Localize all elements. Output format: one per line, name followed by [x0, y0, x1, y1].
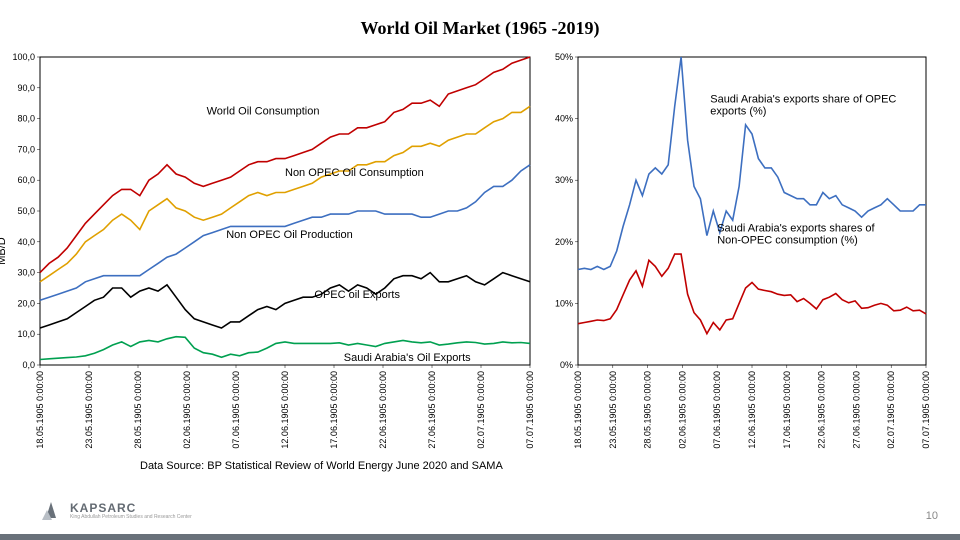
- charts-container: MB/D 0,0 10,0 20,0 30,0 40,0 50,0 60,0 70,0 80,0…: [0, 47, 960, 451]
- svg-text:27.06.1905 0:00:00: 27.06.1905 0:00:00: [427, 371, 437, 449]
- svg-text:70,0: 70,0: [17, 144, 35, 154]
- logo-subtext: King Abdullah Petroleum Studies and Rese…: [70, 515, 192, 521]
- svg-text:12.06.1905 0:00:00: 12.06.1905 0:00:00: [747, 371, 757, 449]
- svg-text:80,0: 80,0: [17, 114, 35, 124]
- left-chart-svg: 0,0 10,0 20,0 30,0 40,0 50,0 60,0 70,0 80,0 90,0 1…: [6, 51, 536, 451]
- svg-text:27.06.1905 0:00:00: 27.06.1905 0:00:00: [851, 371, 861, 449]
- svg-text:07.07.1905 0:00:00: 07.07.1905 0:00:00: [525, 371, 535, 449]
- svg-text:Non OPEC Oil Production: Non OPEC Oil Production: [226, 229, 353, 241]
- svg-text:22.06.1905 0:00:00: 22.06.1905 0:00:00: [817, 371, 827, 449]
- svg-text:Saudi Arabia's exports share o: Saudi Arabia's exports share of OPEC: [710, 93, 896, 105]
- svg-text:02.06.1905 0:00:00: 02.06.1905 0:00:00: [677, 371, 687, 449]
- svg-text:17.06.1905 0:00:00: 17.06.1905 0:00:00: [329, 371, 339, 449]
- svg-text:OPEC oil Exports: OPEC oil Exports: [314, 289, 400, 301]
- logo-text: KAPSARC: [70, 501, 192, 515]
- svg-text:40,0: 40,0: [17, 237, 35, 247]
- svg-text:30,0: 30,0: [17, 268, 35, 278]
- svg-text:60,0: 60,0: [17, 175, 35, 185]
- page-title: World Oil Market (1965 -2019): [361, 18, 600, 38]
- svg-text:02.06.1905 0:00:00: 02.06.1905 0:00:00: [182, 371, 192, 449]
- logo-icon: [40, 500, 62, 522]
- svg-text:18.05.1905 0:00:00: 18.05.1905 0:00:00: [35, 371, 45, 449]
- logo: KAPSARC King Abdullah Petroleum Studies …: [40, 500, 192, 522]
- right-chart: 0% 10% 20% 30% 40% 50% 18.05.1905 0:00:00 23.05…: [548, 51, 932, 451]
- svg-text:10%: 10%: [555, 298, 573, 308]
- svg-text:exports (%): exports (%): [710, 105, 766, 117]
- title-row: World Oil Market (1965 -2019): [0, 0, 960, 47]
- svg-text:20,0: 20,0: [17, 298, 35, 308]
- data-source-label: Data Source: BP Statistical Review of Wo…: [140, 460, 503, 472]
- svg-text:30%: 30%: [555, 175, 573, 185]
- right-chart-svg: 0% 10% 20% 30% 40% 50% 18.05.1905 0:00:00 23.05…: [548, 51, 932, 451]
- svg-text:50%: 50%: [555, 52, 573, 62]
- svg-text:02.07.1905 0:00:00: 02.07.1905 0:00:00: [886, 371, 896, 449]
- left-chart: MB/D 0,010,020,030,040,050,060,070,080,0…: [6, 51, 536, 451]
- svg-text:100,0: 100,0: [12, 52, 35, 62]
- svg-text:Saudi Arabia's exports shares: Saudi Arabia's exports shares of: [717, 223, 875, 235]
- svg-text:World Oil Consumption: World Oil Consumption: [207, 106, 320, 118]
- svg-text:23.05.1905 0:00:00: 23.05.1905 0:00:00: [608, 371, 618, 449]
- svg-text:Non-OPEC consumption (%): Non-OPEC consumption (%): [717, 235, 858, 247]
- svg-text:07.06.1905 0:00:00: 07.06.1905 0:00:00: [231, 371, 241, 449]
- svg-text:90,0: 90,0: [17, 83, 35, 93]
- svg-text:07.06.1905 0:00:00: 07.06.1905 0:00:00: [712, 371, 722, 449]
- svg-text:0,0: 0,0: [22, 360, 35, 370]
- svg-text:10,0: 10,0: [17, 329, 35, 339]
- page-number: 10: [926, 510, 938, 522]
- svg-text:22.06.1905 0:00:00: 22.06.1905 0:00:00: [378, 371, 388, 449]
- svg-text:12.06.1905 0:00:00: 12.06.1905 0:00:00: [280, 371, 290, 449]
- svg-text:28.05.1905 0:00:00: 28.05.1905 0:00:00: [643, 371, 653, 449]
- svg-text:50,0: 50,0: [17, 206, 35, 216]
- svg-text:Non OPEC Oil Consumption: Non OPEC Oil Consumption: [285, 167, 424, 179]
- slide: World Oil Market (1965 -2019) MB/D 0,0 10…: [0, 0, 960, 540]
- svg-text:0%: 0%: [560, 360, 573, 370]
- svg-text:02.07.1905 0:00:00: 02.07.1905 0:00:00: [476, 371, 486, 449]
- svg-text:17.06.1905 0:00:00: 17.06.1905 0:00:00: [782, 371, 792, 449]
- svg-text:28.05.1905 0:00:00: 28.05.1905 0:00:00: [133, 371, 143, 449]
- svg-text:20%: 20%: [555, 237, 573, 247]
- svg-text:40%: 40%: [555, 114, 573, 124]
- svg-text:18.05.1905 0:00:00: 18.05.1905 0:00:00: [573, 371, 583, 449]
- svg-text:07.07.1905 0:00:00: 07.07.1905 0:00:00: [921, 371, 931, 449]
- svg-text:Saudi Arabia's Oil Exports: Saudi Arabia's Oil Exports: [344, 352, 471, 364]
- svg-text:23.05.1905 0:00:00: 23.05.1905 0:00:00: [84, 371, 94, 449]
- left-chart-ylabel: MB/D: [0, 237, 8, 265]
